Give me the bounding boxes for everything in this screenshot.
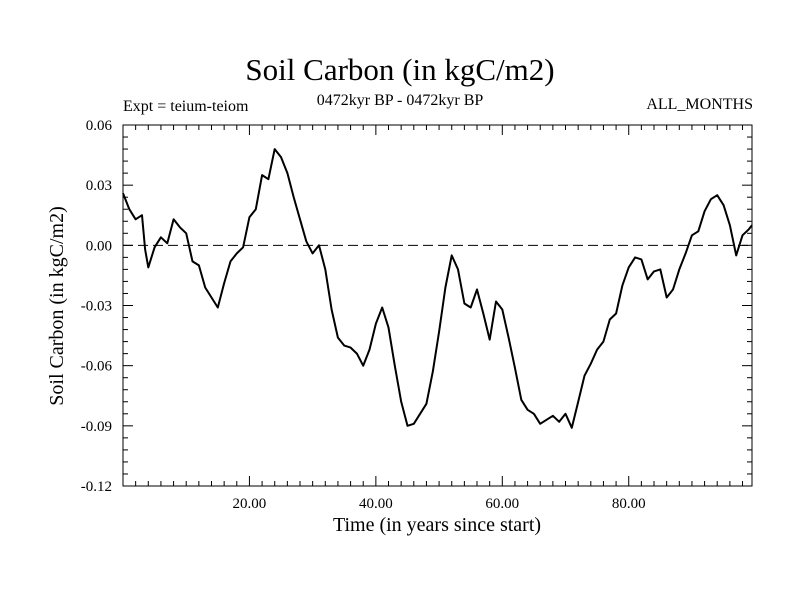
x-tick-label: 40.00 xyxy=(359,496,393,512)
chart-title: Soil Carbon (in kgC/m2) xyxy=(245,52,555,87)
y-axis-label: Soil Carbon (in kgC/m2) xyxy=(46,206,68,405)
experiment-label: Expt = teium-teiom xyxy=(123,98,249,115)
y-tick-label: 0.03 xyxy=(86,178,112,194)
tick-labels: 20.00 40.00 60.00 80.00 0.06 0.03 0.00 -0.03 -0.… xyxy=(81,118,646,512)
x-axis-label: Time (in years since start) xyxy=(333,514,541,536)
x-tick-label: 60.00 xyxy=(485,496,519,512)
months-label: ALL_MONTHS xyxy=(646,96,753,113)
y-tick-label: 0.00 xyxy=(86,238,112,254)
period-label: 0472kyr BP - 0472kyr BP xyxy=(316,92,484,109)
x-tick-label: 20.00 xyxy=(233,496,267,512)
y-tick-label: -0.09 xyxy=(81,419,112,435)
y-tick-label: 0.06 xyxy=(86,118,113,134)
soil-carbon-line xyxy=(122,148,753,429)
y-tick-label: -0.12 xyxy=(81,479,112,495)
x-tick-label: 80.00 xyxy=(612,496,646,512)
y-tick-label: -0.06 xyxy=(81,359,113,375)
axis-ticks xyxy=(123,125,752,486)
y-tick-label: -0.03 xyxy=(81,299,112,315)
